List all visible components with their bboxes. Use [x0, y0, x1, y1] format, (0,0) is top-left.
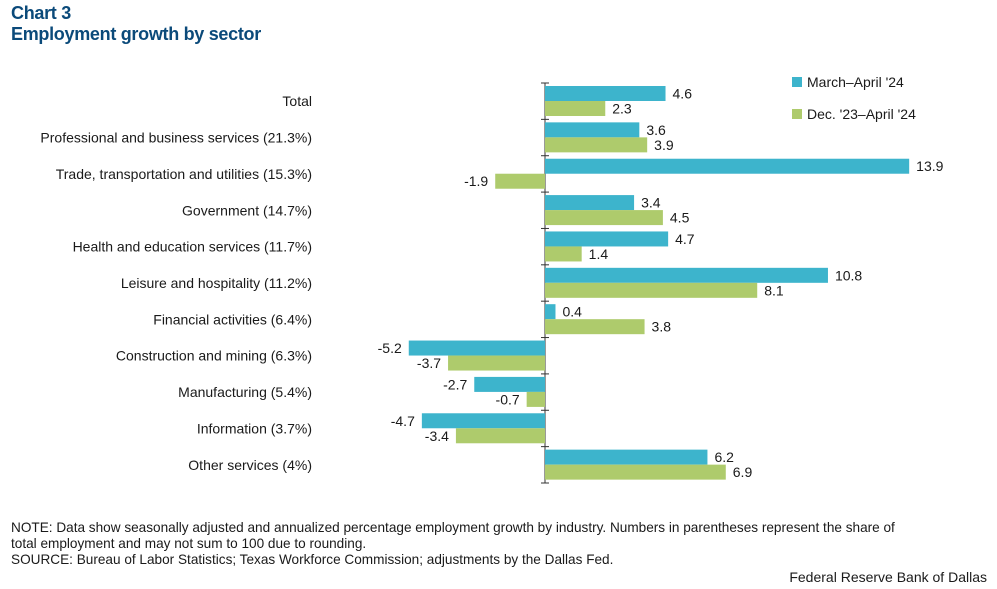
bar-series2: [545, 246, 582, 262]
data-label: -4.7: [391, 413, 415, 429]
credit-text: Federal Reserve Bank of Dallas: [789, 569, 987, 585]
legend-swatch-series1: [792, 77, 802, 87]
bar-series1: [474, 376, 545, 392]
chart-notes: NOTE: Data show seasonally adjusted and …: [11, 520, 986, 568]
bar-series2: [545, 464, 726, 480]
category-label: Financial activities (6.4%): [153, 311, 312, 327]
data-label: -5.2: [378, 340, 402, 356]
note-text-line2: total employment and may not sum to 100 …: [11, 536, 367, 551]
bar-series2: [455, 428, 545, 444]
data-label: 10.8: [835, 267, 862, 283]
data-label: -0.7: [496, 391, 520, 407]
bar-series2: [545, 319, 645, 335]
data-label: 4.7: [675, 231, 695, 247]
category-label: Other services (4%): [188, 457, 312, 473]
data-label: 8.1: [764, 282, 784, 298]
bar-series1: [545, 86, 666, 101]
bar-series2: [545, 282, 758, 298]
source-text: SOURCE: Bureau of Labor Statistics; Texa…: [11, 552, 614, 567]
data-label: 4.5: [670, 210, 690, 226]
legend-label-series1: March–April '24: [807, 74, 904, 90]
category-label: Health and education services (11.7%): [73, 239, 312, 255]
data-label: 4.6: [673, 86, 693, 102]
bar-series2: [545, 137, 648, 153]
chart-title: Employment growth by sector: [11, 24, 261, 44]
category-label: Leisure and hospitality (11.2%): [121, 275, 312, 291]
bar-series1: [545, 158, 910, 174]
data-label: 2.3: [612, 101, 632, 117]
bar-series1: [545, 304, 556, 320]
data-label: -2.7: [443, 376, 467, 392]
bar-series1: [421, 413, 545, 429]
chart-number: Chart 3: [11, 3, 71, 23]
data-label: -3.7: [417, 355, 441, 371]
data-label: 13.9: [916, 158, 943, 174]
bar-series2: [545, 210, 663, 226]
category-label: Construction and mining (6.3%): [116, 348, 312, 364]
category-label: Total: [282, 93, 312, 109]
category-label: Government (14.7%): [182, 202, 312, 218]
legend-swatch-series2: [792, 109, 802, 119]
category-label: Trade, transportation and utilities (15.…: [56, 166, 312, 182]
category-label: Information (3.7%): [197, 420, 312, 436]
data-label: 3.9: [654, 137, 674, 153]
category-label: Professional and business services (21.3…: [40, 130, 312, 146]
note-text-line1: NOTE: Data show seasonally adjusted and …: [11, 520, 895, 535]
bar-series1: [545, 195, 635, 211]
bar-series1: [545, 449, 708, 465]
category-label: Manufacturing (5.4%): [178, 384, 312, 400]
legend-label-series2: Dec. '23–April '24: [807, 106, 916, 122]
bar-series2: [448, 355, 545, 371]
data-label: 0.4: [562, 304, 582, 320]
data-label: 3.4: [641, 195, 661, 211]
bar-series2: [526, 391, 545, 407]
data-label: 6.9: [733, 464, 753, 480]
data-label: 3.6: [646, 122, 666, 138]
bar-chart: Total 4.6 2.3 Professional and business ser…: [40, 74, 944, 484]
bar-series2: [545, 101, 606, 116]
data-label: 6.2: [714, 449, 734, 465]
bar-series2: [495, 173, 545, 189]
bar-series1: [545, 122, 640, 138]
bar-series1: [545, 231, 669, 247]
data-label: -1.9: [464, 173, 488, 189]
bar-series1: [408, 340, 545, 356]
data-label: -3.4: [425, 428, 449, 444]
data-label: 3.8: [652, 319, 672, 335]
bar-series1: [545, 267, 828, 283]
data-label: 1.4: [589, 246, 609, 262]
